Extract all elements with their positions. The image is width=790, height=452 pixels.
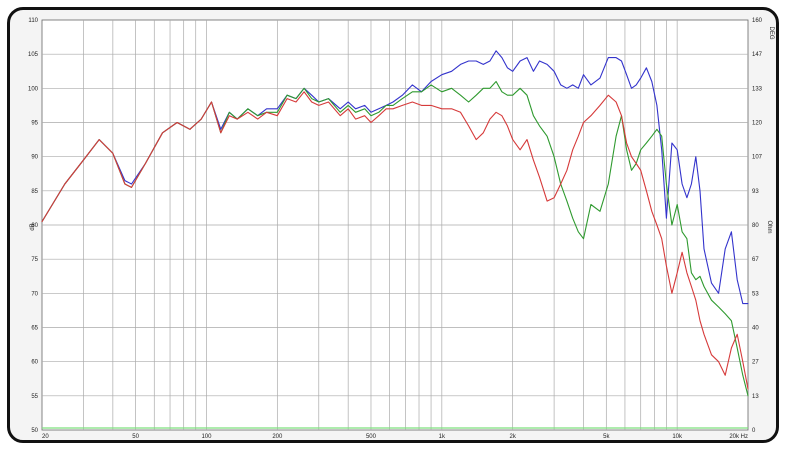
- y-tick-label: 100: [28, 86, 39, 92]
- y2-tick-label: 53: [752, 291, 759, 297]
- y-tick-label: 85: [31, 189, 38, 195]
- x-tick-label: 5k: [603, 434, 610, 440]
- series-line-3: [41, 91, 749, 390]
- y2-tick-label: 40: [752, 326, 759, 332]
- y2-tick-label: 13: [752, 394, 759, 400]
- y-tick-label: 75: [31, 257, 38, 263]
- y2-tick-label: 160: [752, 18, 763, 24]
- y2-tick-label: 0: [752, 428, 756, 434]
- y2-tick-label: 107: [752, 155, 763, 161]
- x-tick-label: 100: [201, 434, 212, 440]
- y-tick-label: 50: [31, 428, 38, 434]
- y-tick-label: 90: [31, 155, 38, 161]
- y2-tick-label: 120: [752, 121, 763, 127]
- y2-axis-top-label: DEG: [768, 26, 774, 39]
- y2-tick-label: 147: [752, 52, 763, 58]
- y2-tick-label: 80: [752, 223, 759, 229]
- y-tick-label: 60: [31, 360, 38, 366]
- x-tick-label: 20k Hz: [729, 434, 748, 440]
- x-tick-label: 50: [132, 434, 139, 440]
- y2-tick-label: 133: [752, 86, 763, 92]
- y-tick-label: 110: [28, 18, 38, 24]
- series-lines: [41, 50, 749, 397]
- y-tick-label: 55: [31, 394, 38, 400]
- x-tick-label: 1k: [439, 434, 446, 440]
- y-tick-label: 65: [31, 326, 38, 332]
- grid-lines: [42, 20, 748, 430]
- x-tick-label: 2k: [509, 434, 516, 440]
- y2-tick-label: 67: [752, 257, 759, 263]
- y2-tick-label: 93: [752, 189, 759, 195]
- y-tick-label: 70: [31, 291, 38, 297]
- tick-labels: 50 55 60 65 70 75 80 85 90 95 100 105 110 0 13 27 40 53 67…: [28, 18, 763, 440]
- x-tick-label: 500: [366, 434, 377, 440]
- x-tick-label: 20: [42, 434, 49, 440]
- y2-tick-label: 27: [752, 360, 759, 366]
- y2-axis-label: Ohm: [766, 220, 772, 233]
- y-axis-label: dB: [30, 223, 36, 230]
- x-tick-label: 200: [272, 434, 283, 440]
- y-tick-label: 105: [28, 52, 39, 58]
- series-line-2: [41, 80, 749, 397]
- y-tick-label: 80: [31, 223, 38, 229]
- y-tick-label: 95: [31, 121, 38, 127]
- x-tick-label: 10k: [672, 434, 683, 440]
